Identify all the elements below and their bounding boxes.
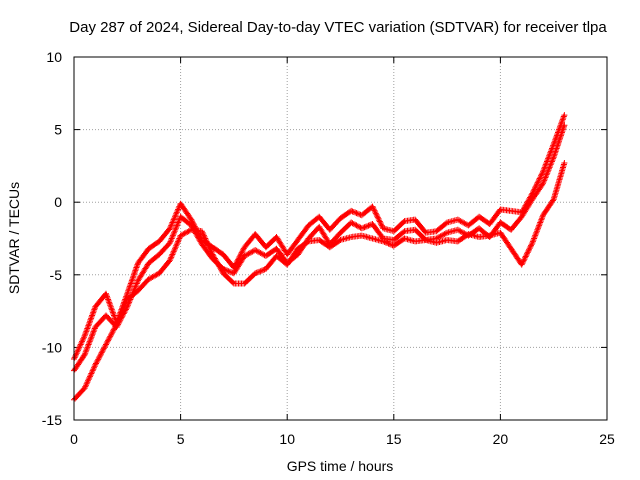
x-axis-label: GPS time / hours — [287, 458, 394, 474]
chart-title: Day 287 of 2024, Sidereal Day-to-day VTE… — [69, 19, 607, 36]
x-tick-label: 5 — [177, 431, 185, 447]
series-arc-c — [71, 160, 568, 403]
x-tick-label: 0 — [70, 431, 78, 447]
grid — [74, 57, 607, 420]
data-points — [71, 112, 568, 403]
series-markers — [71, 160, 568, 403]
series-arc-b — [71, 122, 568, 374]
x-tick-label: 25 — [599, 431, 615, 447]
y-tick-label: 0 — [54, 194, 62, 210]
x-tick-label: 20 — [493, 431, 509, 447]
y-tick-label: -15 — [42, 412, 62, 428]
y-axis-label: SDTVAR / TECUs — [6, 182, 22, 294]
series-markers — [71, 122, 568, 374]
x-tick-label: 10 — [279, 431, 295, 447]
plot-frame — [73, 56, 608, 421]
y-tick-label: 10 — [46, 49, 62, 65]
y-tick-label: -10 — [42, 339, 62, 355]
x-tick-label: 15 — [386, 431, 402, 447]
y-tick-label: 5 — [54, 122, 62, 138]
y-tick-label: -5 — [50, 267, 63, 283]
